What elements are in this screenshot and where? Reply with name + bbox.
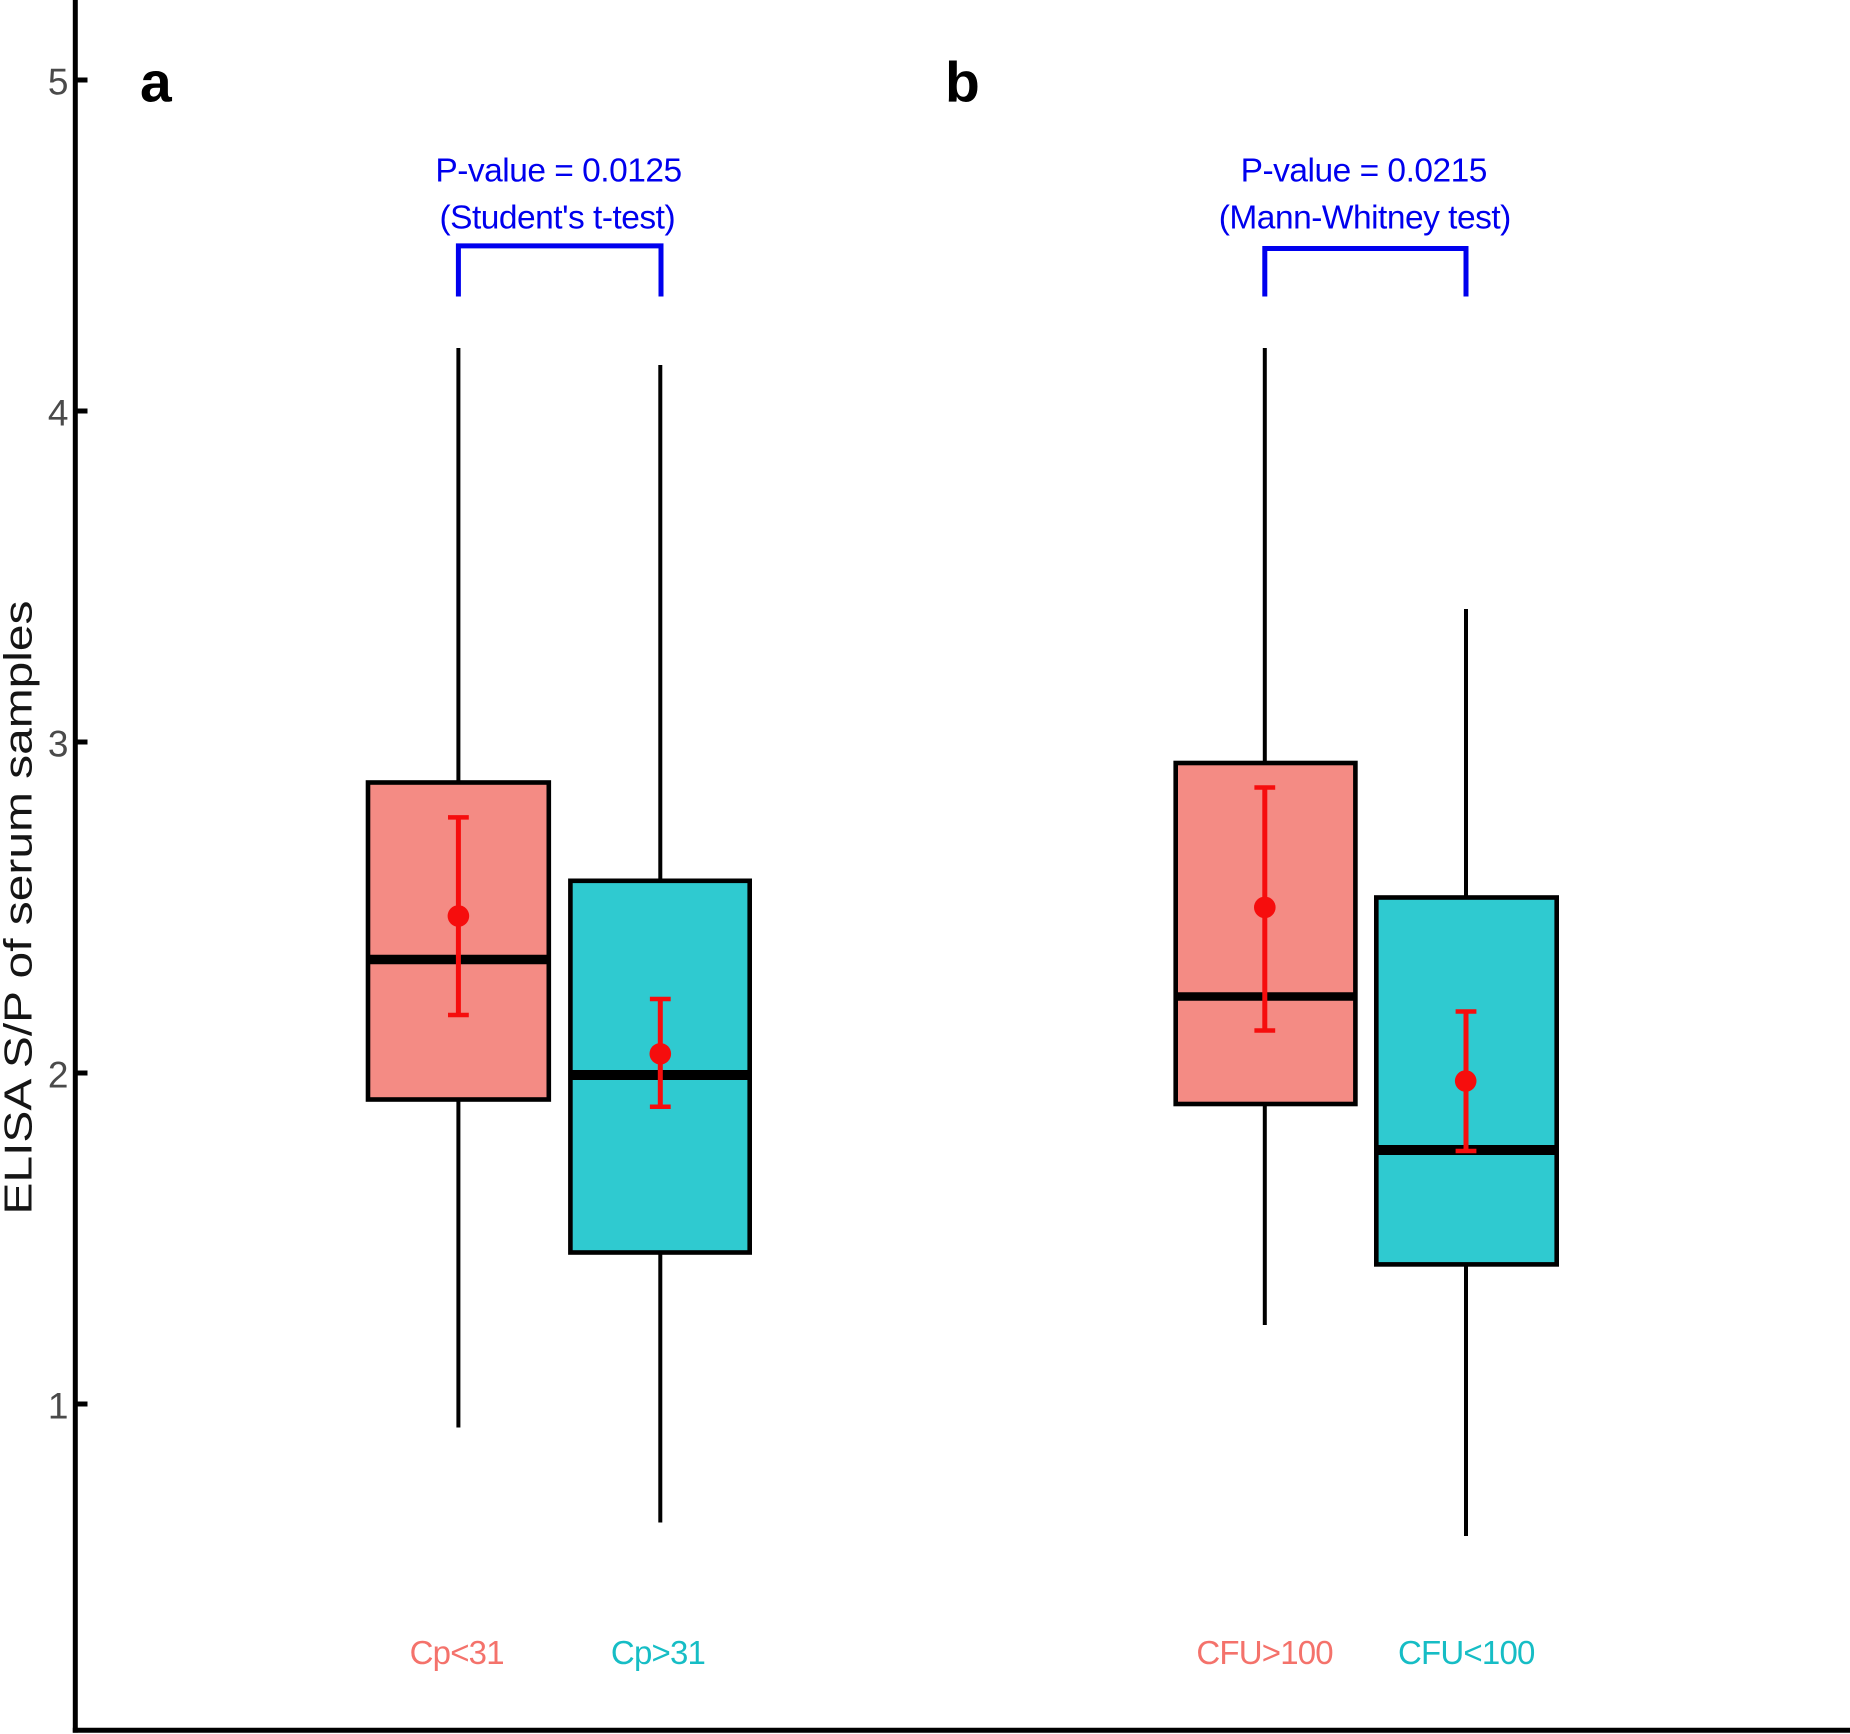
svg-text:P-value = 0.0125: P-value = 0.0125 (435, 153, 681, 190)
svg-text:Cp<31: Cp<31 (410, 1634, 504, 1671)
svg-text:(Student's t-test): (Student's t-test) (439, 200, 675, 237)
svg-text:3: 3 (48, 724, 69, 765)
svg-text:P-value = 0.0215: P-value = 0.0215 (1241, 153, 1487, 190)
svg-text:CFU>100: CFU>100 (1196, 1634, 1333, 1671)
svg-text:Cp>31: Cp>31 (611, 1634, 705, 1671)
svg-text:CFU<100: CFU<100 (1398, 1634, 1535, 1671)
svg-text:5: 5 (48, 62, 69, 103)
svg-text:4: 4 (48, 393, 69, 434)
svg-text:1: 1 (48, 1386, 69, 1427)
svg-text:b: b (945, 51, 980, 115)
svg-text:ELISA S/P of serum samples: ELISA S/P of serum samples (0, 601, 41, 1215)
svg-text:(Mann-Whitney test): (Mann-Whitney test) (1219, 200, 1511, 237)
svg-text:a: a (140, 51, 173, 115)
svg-text:2: 2 (48, 1055, 69, 1096)
